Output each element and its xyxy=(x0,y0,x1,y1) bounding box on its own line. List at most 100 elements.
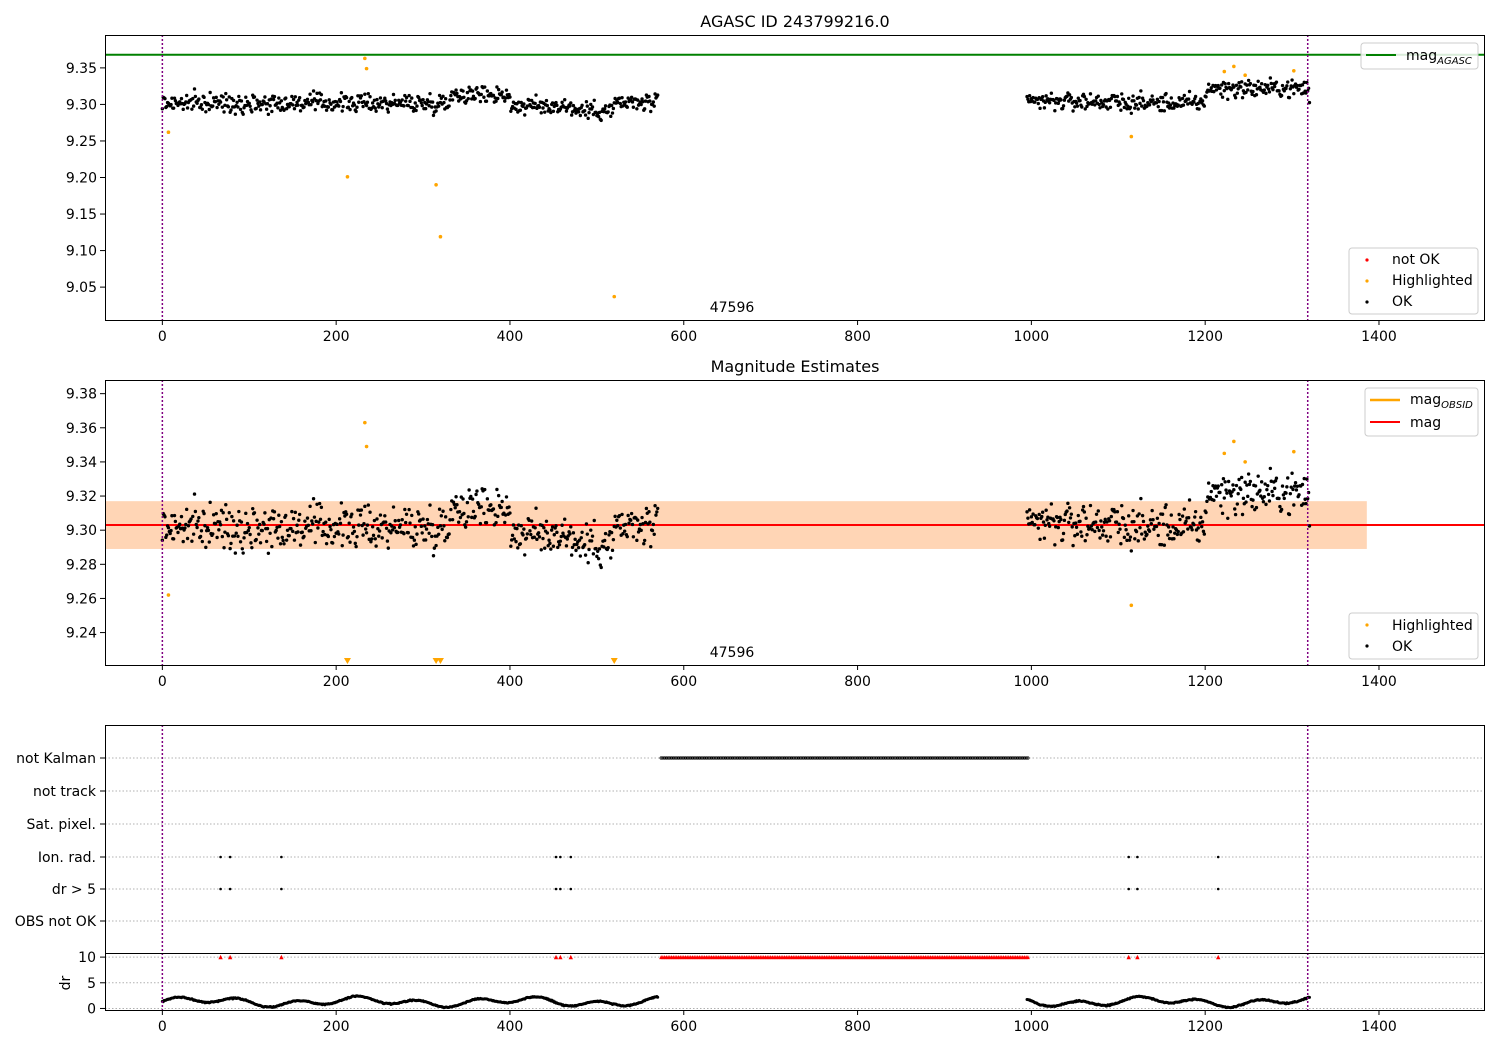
ok-point xyxy=(290,509,294,514)
ok-point xyxy=(327,98,331,102)
ok-point xyxy=(378,96,383,100)
flag-point xyxy=(742,756,747,760)
flag-point xyxy=(675,756,679,760)
ok-point xyxy=(1176,529,1180,534)
ok-point xyxy=(1093,103,1097,107)
ok-point xyxy=(1235,502,1240,506)
flag-row-label: not Kalman xyxy=(16,751,96,767)
ok-point xyxy=(391,505,396,509)
ok-point xyxy=(1303,497,1307,501)
ok-point xyxy=(586,116,590,121)
flag-point xyxy=(941,756,945,760)
flag-point xyxy=(911,756,915,760)
ok-point xyxy=(198,534,203,539)
ok-point xyxy=(1295,83,1299,88)
ok-point xyxy=(1049,502,1054,506)
ok-point xyxy=(1059,517,1063,522)
ok-point xyxy=(1047,521,1051,526)
ok-point xyxy=(428,91,432,96)
ok-point xyxy=(1100,525,1104,529)
ok-point xyxy=(1099,98,1103,103)
ok-point xyxy=(511,523,516,527)
ok-point xyxy=(1234,83,1239,88)
flag-point xyxy=(744,756,748,760)
ok-point xyxy=(463,525,468,529)
ok-point xyxy=(606,110,610,114)
ok-point xyxy=(1271,87,1275,92)
ok-point xyxy=(1266,483,1270,488)
flag-point xyxy=(219,887,222,891)
ok-point xyxy=(543,546,547,550)
ok-point xyxy=(1278,504,1282,509)
ok-point xyxy=(1061,104,1066,108)
dr-point xyxy=(656,995,660,999)
ok-point xyxy=(1190,528,1194,532)
ok-point xyxy=(508,511,512,515)
ok-point xyxy=(510,538,514,542)
ok-point xyxy=(496,493,501,498)
ok-point xyxy=(599,565,603,570)
ok-point xyxy=(1233,512,1238,517)
ok-point xyxy=(323,532,327,537)
ok-point xyxy=(378,513,383,517)
flag-point xyxy=(871,756,875,760)
flag-point xyxy=(939,756,943,760)
ok-point xyxy=(1084,516,1088,520)
ok-point xyxy=(522,527,526,531)
flag-point xyxy=(998,756,1002,760)
ok-point xyxy=(1133,106,1137,110)
ok-point xyxy=(1277,496,1281,501)
dr-axis-label: dr xyxy=(58,975,74,990)
flag-point xyxy=(857,756,861,760)
ok-point xyxy=(358,513,363,517)
ok-point xyxy=(611,106,616,111)
ok-point xyxy=(204,545,208,550)
ok-point xyxy=(257,532,261,536)
ok-point xyxy=(585,104,590,108)
ok-point xyxy=(557,543,562,547)
ok-point xyxy=(1025,510,1029,514)
ok-point xyxy=(319,505,324,510)
ok-point xyxy=(357,100,361,104)
ok-point xyxy=(514,539,518,544)
flag-point xyxy=(228,887,232,891)
highlighted-point xyxy=(1232,439,1236,444)
ok-point xyxy=(364,531,369,535)
flag-point xyxy=(1127,887,1131,891)
ok-point xyxy=(410,535,415,540)
ok-point xyxy=(1119,108,1123,112)
ok-point xyxy=(329,102,333,106)
ok-point xyxy=(1239,85,1243,89)
ok-point xyxy=(211,96,216,100)
ok-point xyxy=(1182,93,1187,98)
ok-point xyxy=(1259,480,1264,484)
ok-point xyxy=(314,98,318,103)
ok-point xyxy=(1187,498,1192,502)
ok-point xyxy=(1128,535,1133,539)
flag-point xyxy=(967,756,971,760)
ok-point xyxy=(260,102,264,107)
ok-point xyxy=(1059,98,1063,102)
ok-point xyxy=(1295,484,1299,489)
flag-point xyxy=(1026,756,1030,760)
ok-point xyxy=(621,532,625,536)
ok-point xyxy=(537,105,542,109)
ok-point xyxy=(377,529,382,533)
ok-point xyxy=(510,533,515,538)
ok-point xyxy=(178,522,182,526)
ok-point xyxy=(1089,524,1094,528)
ok-point xyxy=(415,104,419,108)
flag-point xyxy=(795,756,799,760)
ok-point xyxy=(354,109,358,114)
ok-point xyxy=(470,97,474,101)
ok-point xyxy=(179,96,184,101)
ok-point xyxy=(1305,477,1309,481)
legend-marker-not-ok xyxy=(1365,258,1369,262)
ok-point xyxy=(462,511,466,516)
ok-point xyxy=(606,545,610,550)
ok-point xyxy=(1226,516,1230,521)
ok-point xyxy=(292,538,297,542)
ok-point xyxy=(590,105,595,109)
ok-point xyxy=(1258,488,1262,493)
p2-ytick-label: 9.34 xyxy=(66,455,97,471)
